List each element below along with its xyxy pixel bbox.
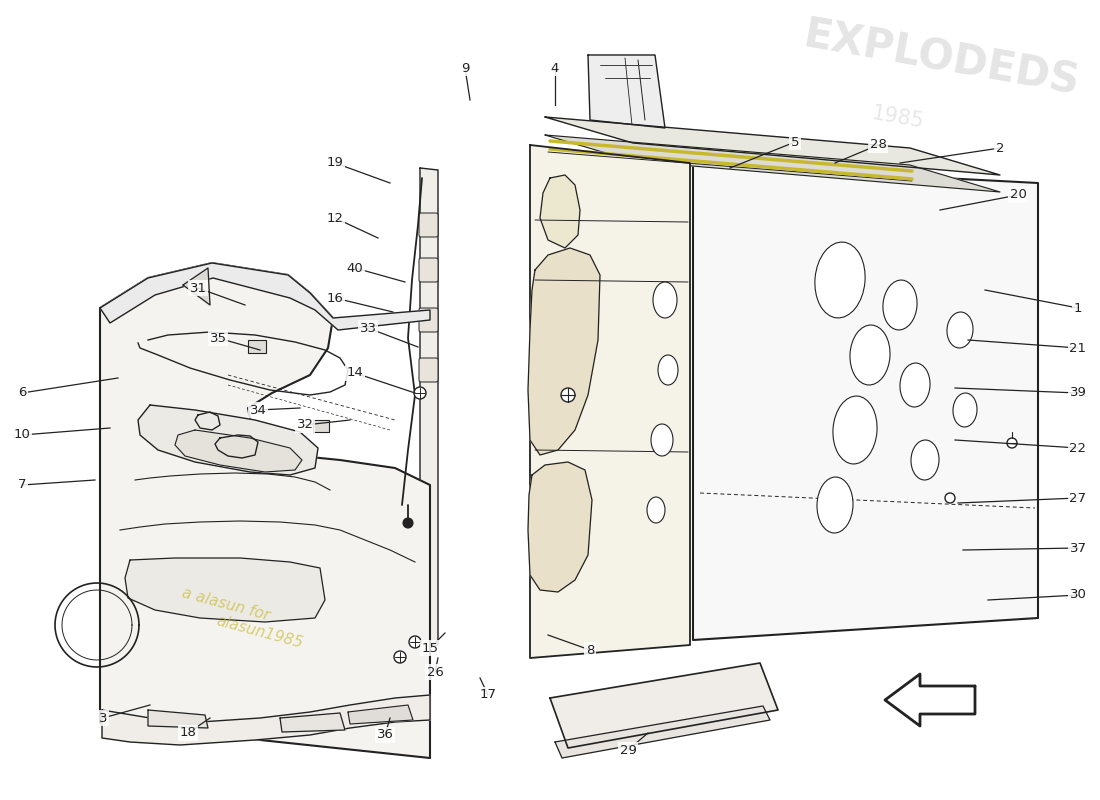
Polygon shape (886, 674, 975, 726)
Text: 31: 31 (189, 282, 207, 294)
Circle shape (561, 388, 575, 402)
Polygon shape (100, 263, 430, 758)
Circle shape (414, 387, 426, 399)
Ellipse shape (953, 393, 977, 427)
Polygon shape (175, 430, 302, 472)
Ellipse shape (947, 312, 974, 348)
Text: alasun1985: alasun1985 (214, 614, 305, 651)
Polygon shape (556, 706, 770, 758)
Text: 10: 10 (13, 429, 31, 442)
Text: 5: 5 (791, 135, 800, 149)
Text: 15: 15 (421, 642, 439, 654)
Text: 1: 1 (1074, 302, 1082, 314)
Ellipse shape (911, 440, 939, 480)
Ellipse shape (833, 396, 877, 464)
Text: 37: 37 (1069, 542, 1087, 554)
Ellipse shape (815, 242, 865, 318)
Text: 30: 30 (1069, 589, 1087, 602)
Text: a alasun for: a alasun for (180, 585, 272, 623)
Polygon shape (420, 168, 438, 648)
Bar (248, 340, 266, 353)
Text: 9: 9 (461, 62, 470, 74)
Text: EXPLODEDS: EXPLODEDS (800, 14, 1082, 104)
Ellipse shape (651, 424, 673, 456)
FancyBboxPatch shape (419, 358, 438, 382)
Polygon shape (544, 117, 1000, 175)
Text: 34: 34 (250, 403, 266, 417)
Text: 2: 2 (996, 142, 1004, 154)
Text: 22: 22 (1069, 442, 1087, 454)
Polygon shape (588, 55, 666, 128)
Text: 28: 28 (870, 138, 887, 151)
Polygon shape (183, 268, 210, 305)
Text: 35: 35 (209, 331, 227, 345)
Ellipse shape (647, 497, 666, 523)
Text: 18: 18 (179, 726, 197, 739)
Text: 6: 6 (18, 386, 26, 399)
Text: 27: 27 (1069, 491, 1087, 505)
Polygon shape (530, 145, 690, 658)
Polygon shape (528, 462, 592, 592)
Text: 3: 3 (99, 711, 108, 725)
Text: 17: 17 (480, 689, 496, 702)
Polygon shape (693, 165, 1038, 640)
FancyBboxPatch shape (419, 213, 438, 237)
Polygon shape (280, 713, 345, 732)
Polygon shape (348, 705, 412, 724)
Text: 1985: 1985 (870, 103, 926, 132)
Polygon shape (138, 405, 318, 475)
Polygon shape (528, 248, 600, 455)
Text: 7: 7 (18, 478, 26, 491)
Text: 4: 4 (551, 62, 559, 74)
Ellipse shape (900, 363, 930, 407)
Polygon shape (102, 695, 430, 745)
Text: 29: 29 (619, 743, 637, 757)
Ellipse shape (658, 355, 678, 385)
FancyBboxPatch shape (419, 258, 438, 282)
Bar (314, 420, 329, 432)
Polygon shape (125, 558, 324, 622)
Polygon shape (100, 263, 430, 330)
Text: 19: 19 (327, 157, 343, 170)
Polygon shape (148, 710, 208, 728)
Ellipse shape (883, 280, 917, 330)
Text: 8: 8 (586, 643, 594, 657)
Circle shape (403, 518, 412, 528)
Polygon shape (544, 135, 1000, 192)
Polygon shape (550, 663, 778, 748)
Text: 16: 16 (327, 291, 343, 305)
Text: 32: 32 (297, 418, 313, 431)
Text: 33: 33 (360, 322, 376, 334)
Ellipse shape (850, 325, 890, 385)
Circle shape (1006, 438, 1018, 448)
Text: 36: 36 (376, 729, 394, 742)
Ellipse shape (817, 477, 852, 533)
Text: 21: 21 (1069, 342, 1087, 354)
Text: 40: 40 (346, 262, 363, 274)
Text: 12: 12 (327, 211, 343, 225)
Circle shape (945, 493, 955, 503)
FancyBboxPatch shape (419, 308, 438, 332)
Text: 20: 20 (1010, 189, 1026, 202)
Text: 39: 39 (1069, 386, 1087, 399)
Text: 14: 14 (346, 366, 363, 379)
Text: 26: 26 (427, 666, 443, 678)
Circle shape (394, 651, 406, 663)
Circle shape (409, 636, 421, 648)
Ellipse shape (653, 282, 676, 318)
Polygon shape (540, 175, 580, 248)
